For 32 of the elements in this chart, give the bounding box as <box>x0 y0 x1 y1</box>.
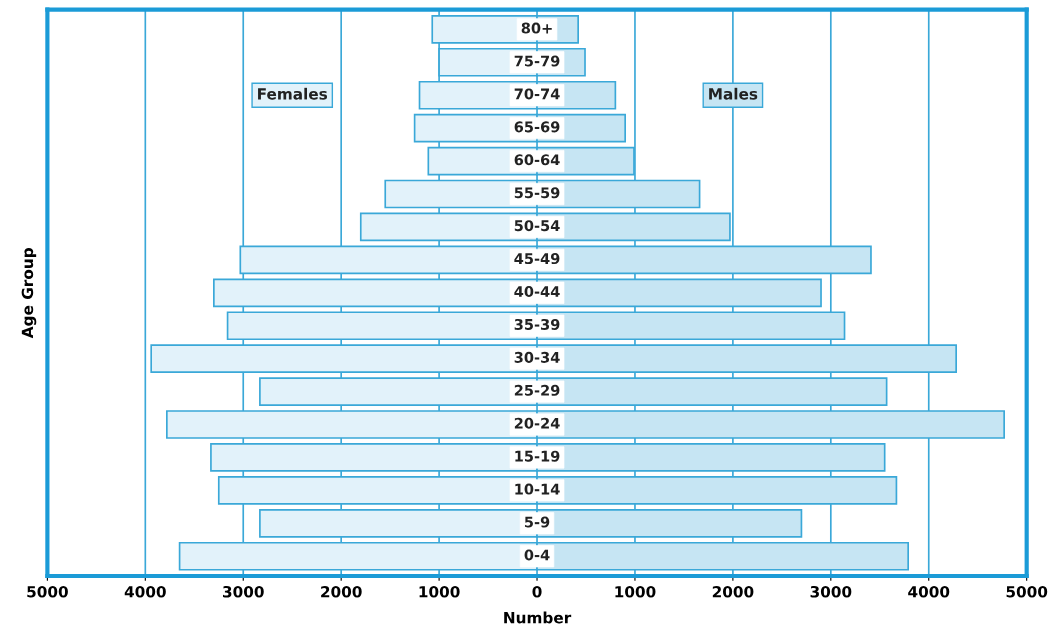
x-tick-label: 5000 <box>27 585 68 598</box>
x-tick-label: 1000 <box>419 585 460 598</box>
y-tick-label: 20-24 <box>514 417 560 429</box>
y-tick-label: 50-54 <box>514 220 560 232</box>
y-tick-label: 30-34 <box>514 351 560 363</box>
x-tick-label: 4000 <box>908 585 950 598</box>
y-tick-label: 60-64 <box>514 154 560 166</box>
x-axis-title: Number <box>504 611 572 624</box>
x-tick-label: 3000 <box>223 585 264 598</box>
y-tick-label: 65-69 <box>514 121 560 133</box>
y-tick-label: 5-9 <box>524 516 550 528</box>
y-tick-label: 15-19 <box>515 450 560 462</box>
y-tick-label: 35-39 <box>514 318 560 330</box>
x-tick-label: 2000 <box>321 585 362 598</box>
x-tick-label: 0 <box>532 585 542 598</box>
y-tick-label: 70-74 <box>514 88 560 100</box>
x-tick-label: 4000 <box>124 585 166 598</box>
y-axis-title: Age Group <box>21 248 37 339</box>
text: Females <box>258 87 328 100</box>
y-tick-label: 40-44 <box>514 286 560 298</box>
x-tick-label: 2000 <box>712 585 754 598</box>
text: Males <box>709 87 758 100</box>
y-tick-label: 25-29 <box>514 384 560 396</box>
y-tick-label: 10-14 <box>515 483 560 495</box>
y-tick-label: 45-49 <box>514 253 560 265</box>
x-tick-label: 3000 <box>810 585 852 598</box>
y-tick-label: 80+ <box>521 22 552 34</box>
x-tick-label: 5000 <box>1006 585 1048 598</box>
x-tick-label: 1000 <box>615 585 656 598</box>
y-tick-label: 55-59 <box>514 187 560 199</box>
y-tick-label: 0-4 <box>524 549 550 561</box>
y-tick-label: 75-79 <box>514 55 560 67</box>
